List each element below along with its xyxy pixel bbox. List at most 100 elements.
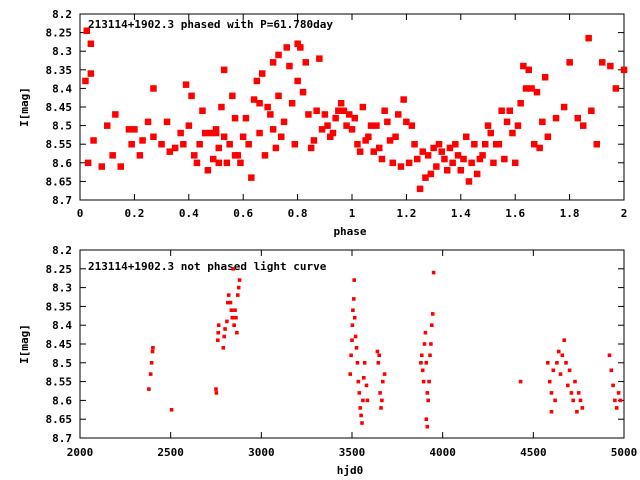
data-point (237, 159, 244, 167)
data-point (420, 368, 425, 373)
data-point (231, 114, 239, 122)
data-point (569, 391, 574, 395)
data-point (546, 361, 550, 365)
x-tick-label: 0.8 (288, 207, 308, 220)
data-point (430, 144, 437, 152)
data-point (381, 379, 385, 384)
data-point (214, 391, 219, 395)
data-point (377, 353, 381, 358)
data-point (411, 141, 418, 148)
data-point (302, 59, 309, 66)
data-point (355, 361, 360, 365)
data-point (588, 107, 595, 114)
data-point (148, 372, 153, 376)
data-point (234, 152, 241, 159)
data-point (212, 126, 220, 133)
data-point (580, 406, 585, 410)
data-point (354, 346, 359, 350)
data-point (433, 163, 440, 170)
data-point (332, 114, 339, 122)
data-point (405, 159, 413, 167)
x-tick-label: 2 (621, 207, 628, 220)
data-point (169, 408, 174, 412)
data-point (571, 398, 575, 403)
data-point (207, 129, 214, 137)
data-point (216, 330, 220, 335)
data-point (196, 141, 203, 148)
data-point (214, 387, 218, 391)
data-point (408, 122, 416, 129)
data-point (361, 398, 365, 403)
data-point (327, 133, 334, 140)
data-point (427, 379, 431, 384)
data-point (283, 44, 290, 51)
data-point (109, 152, 116, 159)
data-point (373, 122, 380, 129)
data-point (242, 114, 250, 122)
data-point (84, 159, 92, 167)
data-point (212, 129, 220, 137)
y-axis-label: I[mag] (18, 324, 31, 364)
data-point (431, 270, 436, 275)
data-point (564, 361, 568, 365)
data-point (150, 349, 155, 354)
data-point (476, 155, 484, 163)
data-point (367, 122, 375, 129)
data-point (229, 92, 236, 100)
data-point (288, 100, 296, 107)
data-point (607, 353, 612, 358)
data-point (381, 107, 388, 114)
data-point (264, 103, 271, 111)
data-point (216, 323, 221, 327)
data-point (144, 118, 152, 126)
data-point (150, 85, 157, 92)
data-point (403, 118, 410, 126)
data-point (216, 338, 220, 342)
data-point (353, 334, 358, 339)
data-point (553, 398, 557, 403)
data-point (495, 141, 503, 148)
data-point (484, 122, 492, 129)
data-point (517, 100, 524, 107)
data-point (337, 100, 345, 107)
data-point (539, 118, 546, 126)
x-tick-label: 0.2 (124, 207, 144, 220)
data-point (218, 103, 225, 111)
data-point (573, 379, 577, 384)
data-point (346, 111, 353, 118)
data-point (275, 51, 282, 59)
data-point (487, 129, 494, 137)
data-point (607, 62, 614, 70)
chart-title: 213114+1902.3 phased with P=61.780day (88, 18, 333, 31)
data-point (348, 126, 356, 133)
x-axis-label: hjd0 (337, 464, 364, 477)
data-point (479, 152, 486, 159)
data-point (318, 126, 326, 133)
data-point (215, 159, 222, 167)
data-point (379, 406, 383, 410)
data-point (438, 148, 445, 155)
data-point (163, 118, 171, 126)
data-point (359, 413, 363, 418)
data-point (593, 141, 600, 148)
data-point (547, 379, 552, 384)
x-tick-label: 1.8 (560, 207, 580, 220)
data-point (267, 111, 274, 118)
data-point (128, 141, 135, 148)
data-point (424, 417, 429, 421)
data-point (609, 368, 614, 373)
data-point (378, 155, 386, 163)
data-point (427, 170, 435, 178)
data-point (150, 133, 157, 140)
data-point (471, 141, 478, 148)
data-point (362, 361, 367, 365)
data-point (562, 338, 566, 342)
data-point (518, 379, 523, 384)
data-point (232, 323, 236, 327)
data-point (378, 391, 382, 395)
data-point (233, 308, 237, 312)
data-point (307, 144, 315, 152)
data-point (350, 338, 354, 342)
y-tick-label: 8.45 (46, 101, 73, 114)
data-point (370, 148, 377, 155)
